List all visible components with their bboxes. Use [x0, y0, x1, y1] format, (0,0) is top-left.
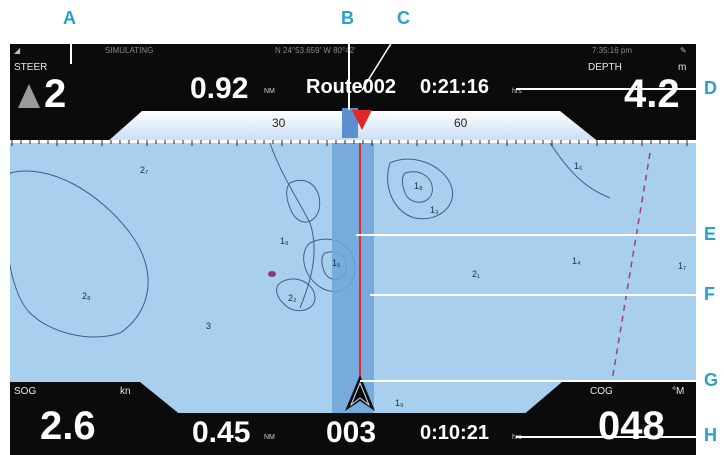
- route-corridor: [332, 143, 374, 413]
- route-name[interactable]: Route002: [306, 76, 397, 98]
- depth-label: DEPTH: [588, 62, 622, 73]
- edit-icon: ✎: [680, 46, 687, 55]
- depth-sounding: 2₁: [472, 269, 481, 279]
- bottom-time-to-go: 0:10:21: [420, 422, 489, 444]
- top-time-to-go: 0:21:16: [420, 76, 489, 98]
- callout-d: D: [704, 78, 717, 98]
- callout-f: F: [704, 284, 715, 304]
- depth-value: 4.2: [624, 72, 680, 116]
- callout-b: B: [341, 8, 354, 28]
- bottom-distance-unit: NM: [264, 434, 275, 441]
- chart-map[interactable]: 2₇ 2₈ 3 1₉ 1₅ 2₂ 1₈ 1₃ 2₁ 1₄ 1₇ 1₆ 1₂ 1₉: [10, 143, 696, 413]
- leader-b: [348, 30, 350, 110]
- depth-sounding: 1₉: [395, 398, 404, 408]
- top-time-unit: hrs: [512, 88, 522, 95]
- status-mode: SIMULATING: [105, 46, 154, 55]
- bottom-time-unit: hrs: [512, 434, 522, 441]
- depth-unit: m: [678, 62, 687, 73]
- compass-ticks: [11, 140, 688, 146]
- leader-f: [370, 294, 702, 296]
- callout-e: E: [704, 224, 717, 244]
- sog-label: SOG: [14, 386, 37, 397]
- steer-value: 2: [44, 72, 67, 116]
- leader-d: [516, 88, 702, 90]
- status-bar: ◢ SIMULATING N 24°53.659' W 80°42' 7:35:…: [10, 44, 696, 58]
- heading-marker: [342, 108, 358, 138]
- depth-sounding: 2₂: [288, 293, 297, 303]
- status-position: N 24°53.659' W 80°42': [275, 46, 356, 55]
- depth-sounding: 2₈: [82, 291, 91, 301]
- steer-direction-icon: [18, 84, 40, 108]
- leader-e: [356, 234, 702, 236]
- depth-sounding: 3: [206, 321, 212, 331]
- top-distance-value: 0.92: [190, 72, 249, 105]
- compass-label-30: 30: [272, 116, 286, 130]
- vessel-icon: [345, 375, 375, 411]
- compass-label-60: 60: [454, 116, 468, 130]
- callout-a: A: [63, 8, 76, 28]
- leader-h: [516, 436, 702, 438]
- depth-sounding: 1₃: [430, 205, 439, 215]
- depth-sounding: 1₉: [280, 236, 289, 246]
- depth-sounding: 1₅: [332, 258, 341, 268]
- autopilot-display: ◢ SIMULATING N 24°53.659' W 80°42' 7:35:…: [10, 44, 696, 455]
- signal-icon: ◢: [14, 46, 21, 55]
- leader-c: [361, 25, 403, 91]
- cog-unit: °M: [672, 386, 685, 397]
- sog-value: 2.6: [40, 404, 96, 448]
- depth-sounding: 1₆: [574, 161, 583, 171]
- waypoint-number[interactable]: 003: [326, 416, 377, 449]
- bottom-distance-value: 0.45: [192, 416, 251, 449]
- route-track-line: [359, 143, 361, 393]
- depth-sounding: 1₄: [572, 256, 581, 266]
- leader-g: [360, 380, 702, 382]
- callout-g: G: [704, 370, 719, 390]
- leader-a: [70, 30, 72, 64]
- callout-h: H: [704, 425, 717, 445]
- depth-sounding: 1₇: [678, 261, 687, 271]
- depth-sounding: 1₈: [414, 181, 423, 191]
- top-distance-unit: NM: [264, 88, 275, 95]
- sog-unit: kn: [120, 386, 131, 397]
- callout-c: C: [397, 8, 410, 28]
- cog-value: 048: [598, 404, 665, 448]
- course-arrow-icon: [352, 110, 372, 130]
- status-time: 7:35:16 pm: [592, 46, 633, 55]
- steer-label: STEER: [14, 62, 48, 73]
- cog-label: COG: [590, 386, 613, 397]
- depth-sounding: 2₇: [140, 165, 149, 175]
